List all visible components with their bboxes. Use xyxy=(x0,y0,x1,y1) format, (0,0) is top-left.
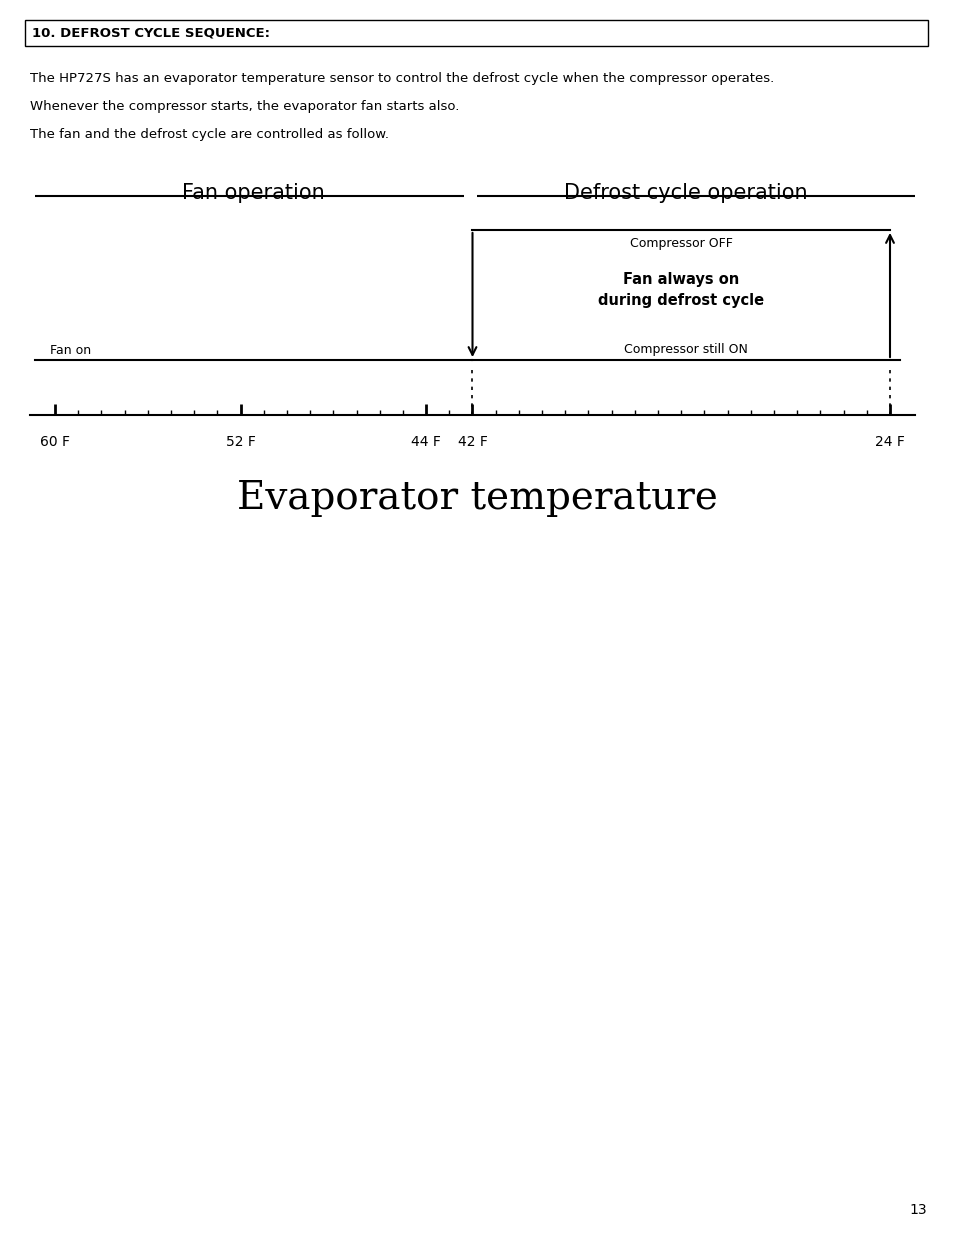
Text: Fan on: Fan on xyxy=(50,343,91,357)
Text: 42 F: 42 F xyxy=(457,435,487,450)
Text: The fan and the defrost cycle are controlled as follow.: The fan and the defrost cycle are contro… xyxy=(30,128,389,141)
Bar xyxy=(25,20,927,46)
Text: 60 F: 60 F xyxy=(40,435,70,450)
Text: Fan operation: Fan operation xyxy=(182,183,325,203)
Text: 10. DEFROST CYCLE SEQUENCE:: 10. DEFROST CYCLE SEQUENCE: xyxy=(32,26,270,40)
Text: Defrost cycle operation: Defrost cycle operation xyxy=(564,183,807,203)
Text: 13: 13 xyxy=(908,1203,926,1216)
Text: Evaporator temperature: Evaporator temperature xyxy=(236,480,717,517)
Text: Whenever the compressor starts, the evaporator fan starts also.: Whenever the compressor starts, the evap… xyxy=(30,100,459,112)
Text: The HP727S has an evaporator temperature sensor to control the defrost cycle whe: The HP727S has an evaporator temperature… xyxy=(30,72,774,85)
Text: Compressor still ON: Compressor still ON xyxy=(623,343,747,357)
Text: Fan always on
during defrost cycle: Fan always on during defrost cycle xyxy=(598,272,763,308)
Text: 24 F: 24 F xyxy=(874,435,904,450)
Text: 52 F: 52 F xyxy=(225,435,255,450)
Text: 44 F: 44 F xyxy=(411,435,440,450)
Text: Compressor OFF: Compressor OFF xyxy=(629,236,732,249)
